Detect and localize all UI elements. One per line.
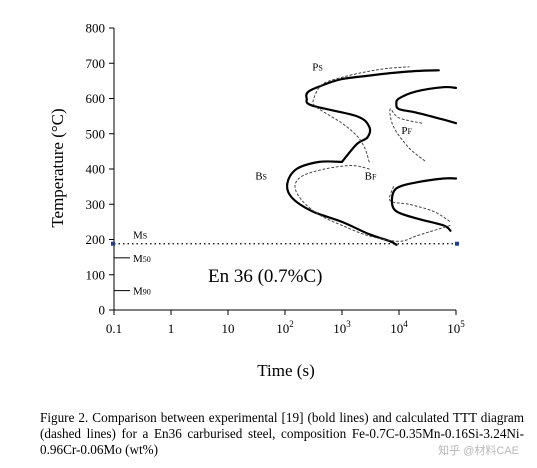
- curve-labels: PS PF BS BF: [255, 61, 412, 182]
- x-axis: 0.1 1 10 102 103 104 105: [106, 310, 465, 336]
- watermark-text: 知乎 @材料CAE: [438, 445, 519, 457]
- x-tick-label: 103: [333, 319, 351, 336]
- y-tick-label: 600: [86, 91, 106, 106]
- calculated-curve-5: [312, 66, 410, 163]
- y-axis: 0 100 200 300 400 500 600 700 800: [86, 21, 114, 318]
- figure-caption: Figure 2. Comparison between experimenta…: [40, 410, 524, 457]
- ms-marker-left: [111, 241, 115, 246]
- curve-label-BF: BF: [365, 171, 377, 183]
- curve-label-PF: PF: [401, 125, 412, 137]
- x-tick-label: 0.1: [106, 321, 122, 336]
- y-tick-label: 800: [86, 21, 106, 36]
- y-tick-label: 200: [86, 232, 106, 247]
- experimental-curve-4: [390, 177, 458, 232]
- curve-label-PS: PS: [312, 61, 323, 73]
- ttt-diagram-chart: 0 100 200 300 400 500 600 700 800 0.1 1 10 102 103 10…: [48, 21, 465, 381]
- y-tick-label: 700: [86, 56, 106, 71]
- m-label-S: MS: [133, 230, 147, 242]
- alloy-annotation: En 36 (0.7%C): [208, 266, 323, 287]
- experimental-curve-3: [285, 160, 398, 246]
- y-tick-label: 100: [86, 267, 106, 282]
- calculated-curve-8: [389, 186, 451, 223]
- y-tick-label: 500: [86, 126, 106, 141]
- y-tick-label: 0: [99, 303, 106, 318]
- experimental-curve-1: [305, 69, 440, 163]
- x-tick-label: 10: [222, 321, 235, 336]
- m-label-90: M90: [133, 286, 151, 298]
- m-label-50: M50: [133, 253, 151, 265]
- series-layer: [285, 66, 458, 246]
- y-tick-label: 400: [86, 162, 106, 177]
- y-tick-label: 300: [86, 197, 106, 212]
- x-tick-label: 105: [447, 319, 465, 336]
- reference-lines: MS M50 M90: [111, 230, 459, 298]
- calculated-curve-6: [389, 108, 427, 163]
- x-tick-label: 102: [276, 319, 294, 336]
- ms-marker-right: [455, 241, 459, 246]
- curve-label-BS: BS: [255, 171, 267, 183]
- x-axis-title: Time (s): [257, 361, 314, 380]
- x-tick-label: 1: [168, 321, 175, 336]
- experimental-curve-2: [395, 85, 458, 125]
- calculated-curve-7: [294, 165, 451, 242]
- y-axis-title: Temperature (°C): [48, 108, 67, 227]
- x-tick-label: 104: [390, 319, 408, 336]
